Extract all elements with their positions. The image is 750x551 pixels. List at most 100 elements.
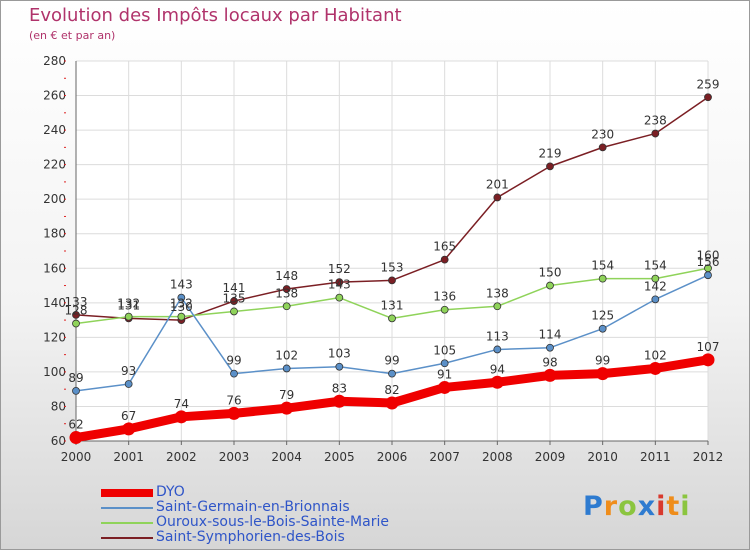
data-point	[69, 431, 83, 445]
data-point	[230, 307, 238, 316]
data-label: 102	[644, 348, 667, 362]
y-tick-label: 120	[43, 330, 66, 344]
data-label: 132	[170, 297, 193, 311]
data-point	[280, 401, 294, 415]
data-point	[385, 396, 399, 410]
data-label: 201	[486, 177, 509, 191]
data-label: 138	[275, 286, 298, 300]
data-point	[598, 324, 607, 333]
y-tick-label: 160	[43, 261, 66, 275]
logo-letter: i	[680, 491, 691, 522]
data-point	[177, 293, 186, 302]
data-point	[598, 143, 607, 152]
x-tick-label: 2006	[377, 450, 408, 464]
x-tick-label: 2007	[429, 450, 460, 464]
data-label: 76	[226, 393, 241, 407]
data-label: 67	[121, 409, 136, 423]
data-label: 136	[433, 290, 456, 304]
proxiti-logo: Proxiti	[583, 491, 691, 522]
data-point	[546, 281, 554, 290]
data-point	[282, 364, 291, 373]
data-label: 99	[595, 354, 610, 368]
logo-letter: o	[618, 491, 638, 522]
data-point	[72, 311, 80, 319]
data-label: 143	[170, 278, 193, 292]
data-label: 230	[591, 127, 614, 141]
logo-letter: i	[656, 491, 667, 522]
data-label: 238	[644, 114, 667, 128]
data-label: 128	[65, 304, 88, 318]
data-point	[335, 362, 344, 371]
y-tick-label: 220	[43, 158, 66, 172]
data-label: 132	[117, 297, 140, 311]
x-tick-label: 2010	[587, 450, 618, 464]
data-label: 143	[328, 278, 351, 292]
data-label: 82	[384, 383, 399, 397]
data-point	[388, 369, 396, 378]
legend-label: Saint-Symphorien-des-Bois	[156, 529, 345, 545]
legend-label: Saint-Germain-en-Brionnais	[156, 499, 350, 515]
x-tick-label: 2000	[61, 450, 92, 464]
data-label: 130	[170, 300, 193, 314]
data-point	[230, 297, 238, 305]
y-tick-label: 280	[43, 54, 66, 68]
logo-letter: t	[666, 491, 681, 522]
x-tick-label: 2002	[166, 450, 197, 464]
logo-letter: r	[603, 491, 619, 522]
axis-layer: 60 80 100 120 140 160 180 200 220 240 260 280 2000 20…	[43, 54, 723, 464]
legend-label: Ouroux-sous-le-Bois-Sainte-Marie	[156, 514, 389, 530]
y-tick-label: 200	[43, 192, 66, 206]
data-point	[227, 406, 241, 420]
data-label: 219	[539, 146, 562, 160]
data-point	[493, 302, 502, 311]
data-point	[122, 422, 136, 436]
data-label: 148	[275, 269, 298, 283]
y-tick-label: 140	[43, 296, 66, 310]
data-label: 99	[226, 354, 241, 368]
data-point	[651, 129, 660, 138]
data-point	[124, 380, 133, 388]
data-label: 131	[117, 298, 140, 312]
data-point	[493, 193, 502, 202]
data-point	[490, 375, 504, 389]
data-point	[335, 293, 344, 302]
data-point	[440, 305, 449, 314]
data-point	[230, 369, 238, 378]
x-tick-label: 2012	[693, 450, 724, 464]
y-tick-label: 60	[51, 434, 66, 448]
legend-swatch	[101, 522, 153, 524]
x-tick-label: 2011	[640, 450, 671, 464]
legend-swatch	[101, 537, 153, 539]
label-layer: 133 131 130 141 148 152 153 165 201 219 230 238 259 1…	[65, 77, 720, 431]
data-point	[388, 314, 396, 323]
data-point	[174, 410, 188, 424]
data-point	[438, 380, 452, 394]
data-point	[701, 353, 715, 367]
data-point	[546, 343, 554, 352]
y-tick-label: 240	[43, 123, 66, 137]
data-label: 125	[591, 309, 614, 323]
data-point	[648, 361, 662, 375]
x-tick-label: 2004	[271, 450, 302, 464]
data-point	[493, 345, 502, 354]
data-label: 103	[328, 347, 351, 361]
data-point	[596, 367, 610, 381]
y-tick-label: 80	[51, 399, 66, 413]
data-label: 153	[381, 260, 404, 274]
data-point	[72, 319, 80, 328]
data-label: 133	[65, 295, 88, 309]
data-label: 83	[332, 381, 347, 395]
data-point	[124, 312, 133, 321]
data-point	[177, 312, 186, 321]
data-label: 138	[486, 286, 509, 300]
data-label: 152	[328, 262, 351, 276]
data-point	[651, 295, 660, 304]
data-label: 105	[433, 343, 456, 357]
data-label: 131	[381, 298, 404, 312]
data-label: 165	[433, 240, 456, 254]
data-point	[704, 271, 712, 280]
data-label: 135	[223, 291, 246, 305]
data-point	[598, 274, 607, 283]
